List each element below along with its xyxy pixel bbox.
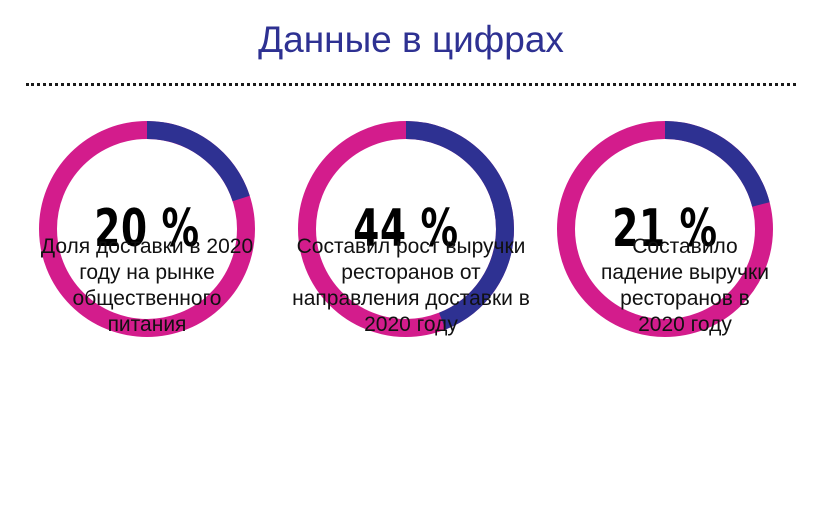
stat-caption: Составило падение выручки ресторанов в 2… [601, 235, 769, 336]
donut-chart-delivery-share [37, 119, 257, 339]
stat-caption: Составил рост выручки ресторанов от напр… [292, 235, 530, 336]
stat-value: 44 % [353, 199, 459, 259]
donut-value-arc [557, 121, 773, 337]
stat-caption: Доля доставки в 2020 году на рынке общес… [40, 235, 254, 336]
stat-value: 20 % [94, 199, 200, 259]
stat-value: 21 % [612, 199, 718, 259]
page-title: Данные в цифрах [258, 19, 564, 60]
donut-chart-revenue-growth [296, 119, 516, 339]
dotted-divider [26, 83, 796, 86]
donut-value-arc [298, 121, 514, 337]
donut-chart-revenue-decline [555, 119, 775, 339]
donut-value-arc [39, 121, 255, 337]
